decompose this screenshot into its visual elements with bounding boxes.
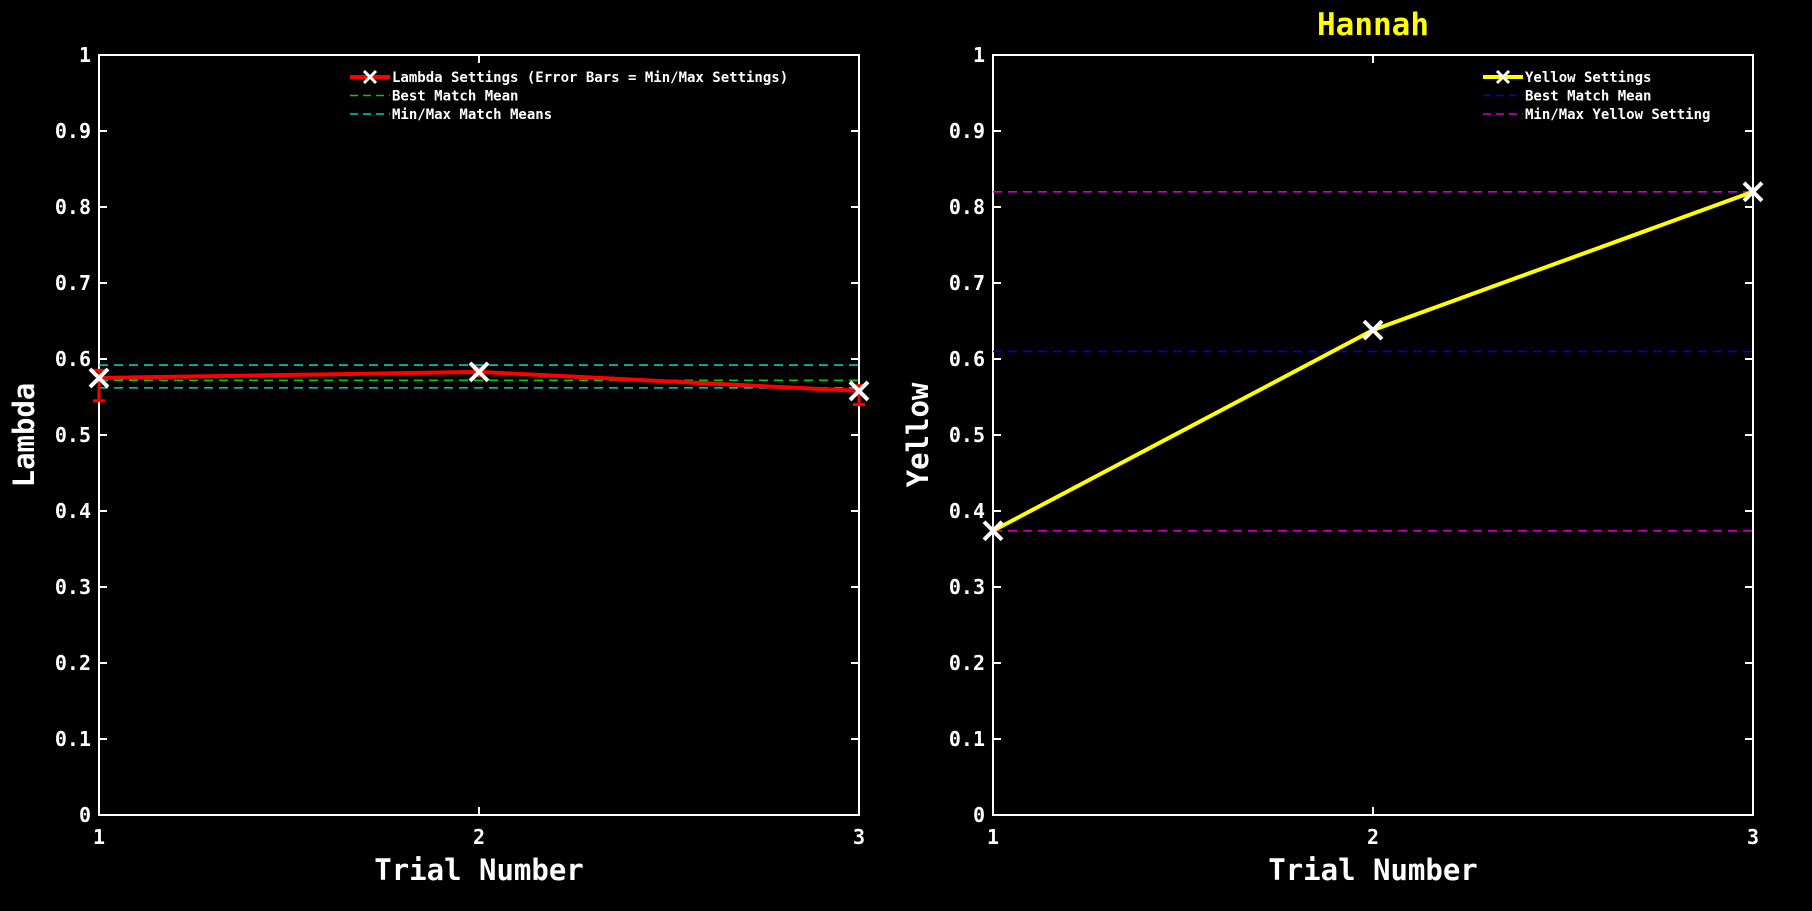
x-tick-label: 3: [853, 825, 865, 849]
y-tick-label: 0.2: [55, 651, 91, 675]
y-tick-label: 0.2: [949, 651, 985, 675]
data-point: [1742, 181, 1764, 203]
data-point: [88, 367, 110, 389]
yellow-chart: 0 0.1 0.2 0.3 0.4 0.5 0.6 0.7 0.8 0.9 1 1 2 3 Trial Nu…: [901, 43, 1764, 887]
y-axis-label: Yellow: [901, 382, 935, 487]
x-tick-label: 2: [473, 825, 485, 849]
x-tick-label: 2: [1367, 825, 1379, 849]
legend-label: Best Match Mean: [1525, 89, 1651, 105]
y-tick-label: 0.4: [55, 499, 91, 523]
y-tick-label: 0.3: [55, 575, 91, 599]
y-tick-label: 0: [973, 803, 985, 827]
x-tick-label: 1: [93, 825, 105, 849]
legend-label: Min/Max Match Means: [392, 107, 552, 123]
x-tick-label: 1: [987, 825, 999, 849]
y-tick-label: 0.8: [55, 195, 91, 219]
y-tick-label: 0.5: [55, 423, 91, 447]
data-point: [848, 380, 870, 402]
x-tick-label: 3: [1747, 825, 1759, 849]
y-axis-label: Lambda: [7, 383, 41, 488]
y-tick-label: 0.4: [949, 499, 985, 523]
y-tick-label: 0.1: [55, 727, 91, 751]
lambda-chart: 0 0.1 0.2 0.3 0.4 0.5 0.6 0.7 0.8 0.9 1 1 2 3 Trial Nu…: [7, 43, 870, 887]
legend-label: Lambda Settings (Error Bars = Min/Max Se…: [392, 70, 788, 86]
legend-label: Min/Max Yellow Setting: [1525, 107, 1710, 123]
y-tick-label: 0.7: [949, 271, 985, 295]
y-tick-label: 0.9: [949, 119, 985, 143]
y-tick-label: 0.6: [55, 347, 91, 371]
y-tick-label: 0.6: [949, 347, 985, 371]
data-point: [468, 361, 490, 383]
x-axis-label: Trial Number: [1268, 853, 1478, 887]
y-tick-label: 0: [79, 803, 91, 827]
x-axis-label: Trial Number: [374, 853, 584, 887]
y-tick-label: 1: [79, 43, 91, 67]
y-tick-label: 0.5: [949, 423, 985, 447]
legend-marker: [1495, 69, 1511, 85]
y-tick-label: 0.9: [55, 119, 91, 143]
legend-label: Yellow Settings: [1525, 70, 1651, 86]
legend-label: Best Match Mean: [392, 89, 518, 105]
y-tick-label: 1: [973, 43, 985, 67]
y-tick-label: 0.7: [55, 271, 91, 295]
y-tick-label: 0.8: [949, 195, 985, 219]
data-point: [982, 520, 1004, 542]
chart-title: Hannah: [1317, 7, 1429, 43]
legend-marker: [362, 69, 378, 85]
y-tick-label: 0.3: [949, 575, 985, 599]
data-point: [1362, 319, 1384, 341]
y-tick-label: 0.1: [949, 727, 985, 751]
